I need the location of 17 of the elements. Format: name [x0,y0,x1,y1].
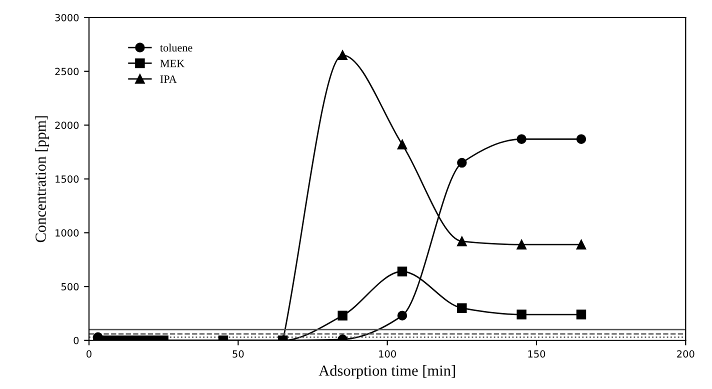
x-tick-label: 200 [677,350,694,358]
y-tick-label: 1000 [56,229,79,237]
y-axis-title: Concentration [ppm] [35,116,49,242]
y-tick-label: 500 [61,283,79,290]
y-tick-label: 3000 [55,14,79,22]
y-tick-label: 2500 [55,68,79,76]
legend-label: IPA [160,75,177,83]
legend-label: toluene [160,44,192,52]
y-tick-label: 0 [74,336,79,344]
x-tick-label: 50 [232,350,244,358]
x-tick-label: 150 [528,350,546,358]
y-tick-label: 1500 [56,175,79,183]
x-tick-label: 0 [86,350,92,358]
x-axis-title: Adsorption time [min] [318,365,455,379]
y-tick-label: 2000 [55,122,79,129]
x-tick-label: 100 [379,350,396,358]
legend-label: MEK [160,60,185,68]
